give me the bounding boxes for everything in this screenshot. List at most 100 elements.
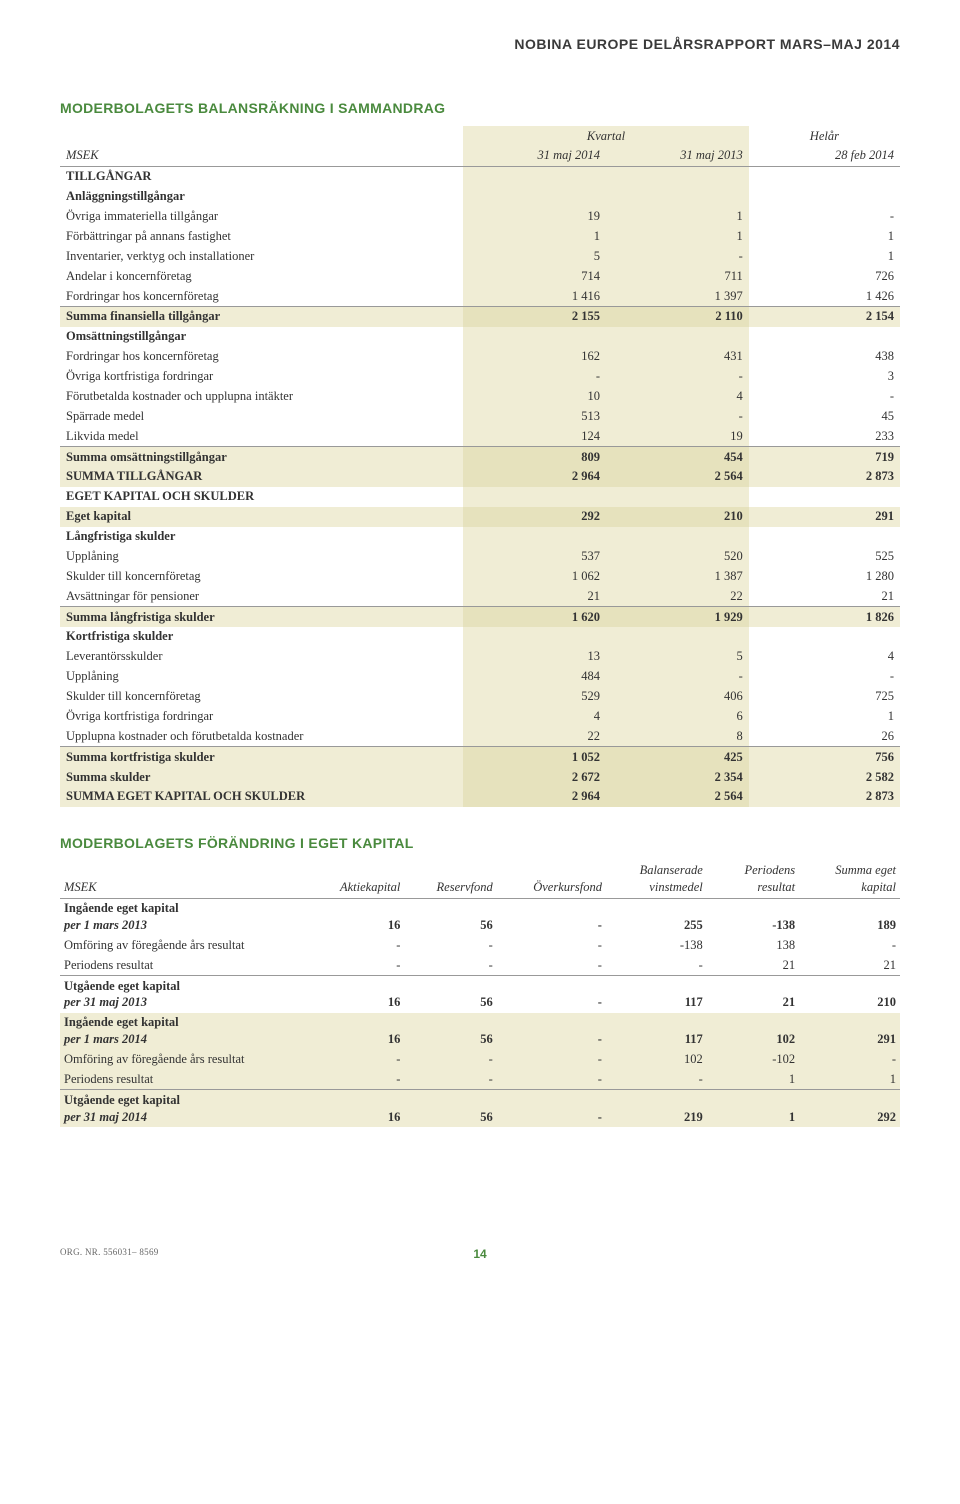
- cell-value: 6: [606, 706, 749, 726]
- cell-value: -: [749, 667, 900, 687]
- cell-value: [463, 327, 606, 347]
- cell-value: [749, 166, 900, 186]
- row-label: Leverantörsskulder: [60, 647, 463, 667]
- cell-value: [749, 487, 900, 507]
- cell-value: 1 387: [606, 566, 749, 586]
- table-row: Likvida medel12419233: [60, 426, 900, 446]
- row-label: Kortfristiga skulder: [60, 627, 463, 647]
- row-label: Övriga immateriella tillgångar: [60, 207, 463, 227]
- cell-value: 19: [463, 207, 606, 227]
- table-row: Ingående eget kapitalper 1 mars 20141656…: [60, 1013, 900, 1050]
- cell-value: -: [606, 367, 749, 387]
- cell-value: -: [606, 955, 707, 975]
- cell-value: 102: [606, 1050, 707, 1070]
- cell-value: -: [497, 898, 606, 935]
- table-row: Övriga kortfristiga fordringar--3: [60, 367, 900, 387]
- unit-label: MSEK: [60, 146, 463, 166]
- cell-value: 1: [606, 226, 749, 246]
- table-row: Övriga kortfristiga fordringar461: [60, 706, 900, 726]
- cell-value: -: [404, 1069, 496, 1089]
- col-header: 28 feb 2014: [749, 146, 900, 166]
- cell-value: [749, 527, 900, 547]
- cell-value: 1 280: [749, 566, 900, 586]
- cell-value: -: [606, 667, 749, 687]
- table-row: Summa skulder2 6722 3542 582: [60, 767, 900, 787]
- row-label: EGET KAPITAL OCH SKULDER: [60, 487, 463, 507]
- cell-value: 2 873: [749, 787, 900, 807]
- cell-value: 19: [606, 426, 749, 446]
- cell-value: 210: [606, 507, 749, 527]
- cell-value: 21: [749, 586, 900, 606]
- col-header: Överkursfond: [497, 861, 606, 898]
- cell-value: [606, 627, 749, 647]
- cell-value: -102: [707, 1050, 799, 1070]
- cell-value: 117: [606, 1013, 707, 1050]
- table-row: Upplåning484--: [60, 667, 900, 687]
- cell-value: 1: [799, 1069, 900, 1089]
- cell-value: -138: [606, 935, 707, 955]
- cell-value: 56: [404, 976, 496, 1013]
- table-row: Omföring av föregående års resultat---10…: [60, 1050, 900, 1070]
- cell-value: -: [404, 955, 496, 975]
- cell-value: 21: [707, 976, 799, 1013]
- table-row: SUMMA TILLGÅNGAR2 9642 5642 873: [60, 467, 900, 487]
- table-row: EGET KAPITAL OCH SKULDER: [60, 487, 900, 507]
- cell-value: -: [799, 1050, 900, 1070]
- cell-value: 1: [749, 226, 900, 246]
- row-label: Likvida medel: [60, 426, 463, 446]
- cell-value: -: [497, 976, 606, 1013]
- cell-value: [606, 327, 749, 347]
- cell-value: 16: [312, 898, 404, 935]
- cell-value: -: [749, 386, 900, 406]
- cell-value: 809: [463, 447, 606, 467]
- cell-value: 4: [463, 706, 606, 726]
- row-label: Övriga kortfristiga fordringar: [60, 706, 463, 726]
- col-header: 31 maj 2013: [606, 146, 749, 166]
- row-label: Omsättningstillgångar: [60, 327, 463, 347]
- cell-value: 520: [606, 546, 749, 566]
- cell-value: 2 582: [749, 767, 900, 787]
- table-row: TILLGÅNGAR: [60, 166, 900, 186]
- row-label: Förbättringar på annans fastighet: [60, 226, 463, 246]
- cell-value: 8: [606, 726, 749, 746]
- cell-value: 513: [463, 406, 606, 426]
- cell-value: 529: [463, 687, 606, 707]
- row-label: Förutbetalda kostnader och upplupna intä…: [60, 386, 463, 406]
- cell-value: 5: [606, 647, 749, 667]
- cell-value: 16: [312, 976, 404, 1013]
- cell-value: 726: [749, 266, 900, 286]
- row-label: Summa långfristiga skulder: [60, 607, 463, 627]
- cell-value: 425: [606, 747, 749, 767]
- cell-value: 406: [606, 687, 749, 707]
- row-label: Övriga kortfristiga fordringar: [60, 367, 463, 387]
- cell-value: 2 964: [463, 467, 606, 487]
- cell-value: 4: [749, 647, 900, 667]
- cell-value: 1: [749, 246, 900, 266]
- balance-title: MODERBOLAGETS BALANSRÄKNING I SAMMANDRAG: [60, 100, 900, 116]
- table-row: Omsättningstillgångar: [60, 327, 900, 347]
- col-header: Periodensresultat: [707, 861, 799, 898]
- row-label: Omföring av föregående års resultat: [60, 1050, 312, 1070]
- cell-value: 4: [606, 386, 749, 406]
- cell-value: 1 416: [463, 286, 606, 306]
- row-label: Upplupna kostnader och förutbetalda kost…: [60, 726, 463, 746]
- cell-value: -: [606, 246, 749, 266]
- cell-value: 45: [749, 406, 900, 426]
- table-header-row: MSEK Aktiekapital Reservfond Överkursfon…: [60, 861, 900, 898]
- cell-value: 1 397: [606, 286, 749, 306]
- table-row: Periodens resultat----11: [60, 1069, 900, 1089]
- row-label: Spärrade medel: [60, 406, 463, 426]
- cell-value: -: [497, 955, 606, 975]
- cell-value: 210: [799, 976, 900, 1013]
- balance-table: Kvartal Helår MSEK 31 maj 2014 31 maj 20…: [60, 126, 900, 807]
- cell-value: 2 110: [606, 306, 749, 326]
- cell-value: 2 155: [463, 306, 606, 326]
- cell-value: -: [312, 1069, 404, 1089]
- cell-value: 1: [749, 706, 900, 726]
- cell-value: 22: [463, 726, 606, 746]
- cell-value: 719: [749, 447, 900, 467]
- cell-value: 2 564: [606, 467, 749, 487]
- cell-value: 56: [404, 1090, 496, 1127]
- cell-value: 1 826: [749, 607, 900, 627]
- row-label: Summa omsättningstillgångar: [60, 447, 463, 467]
